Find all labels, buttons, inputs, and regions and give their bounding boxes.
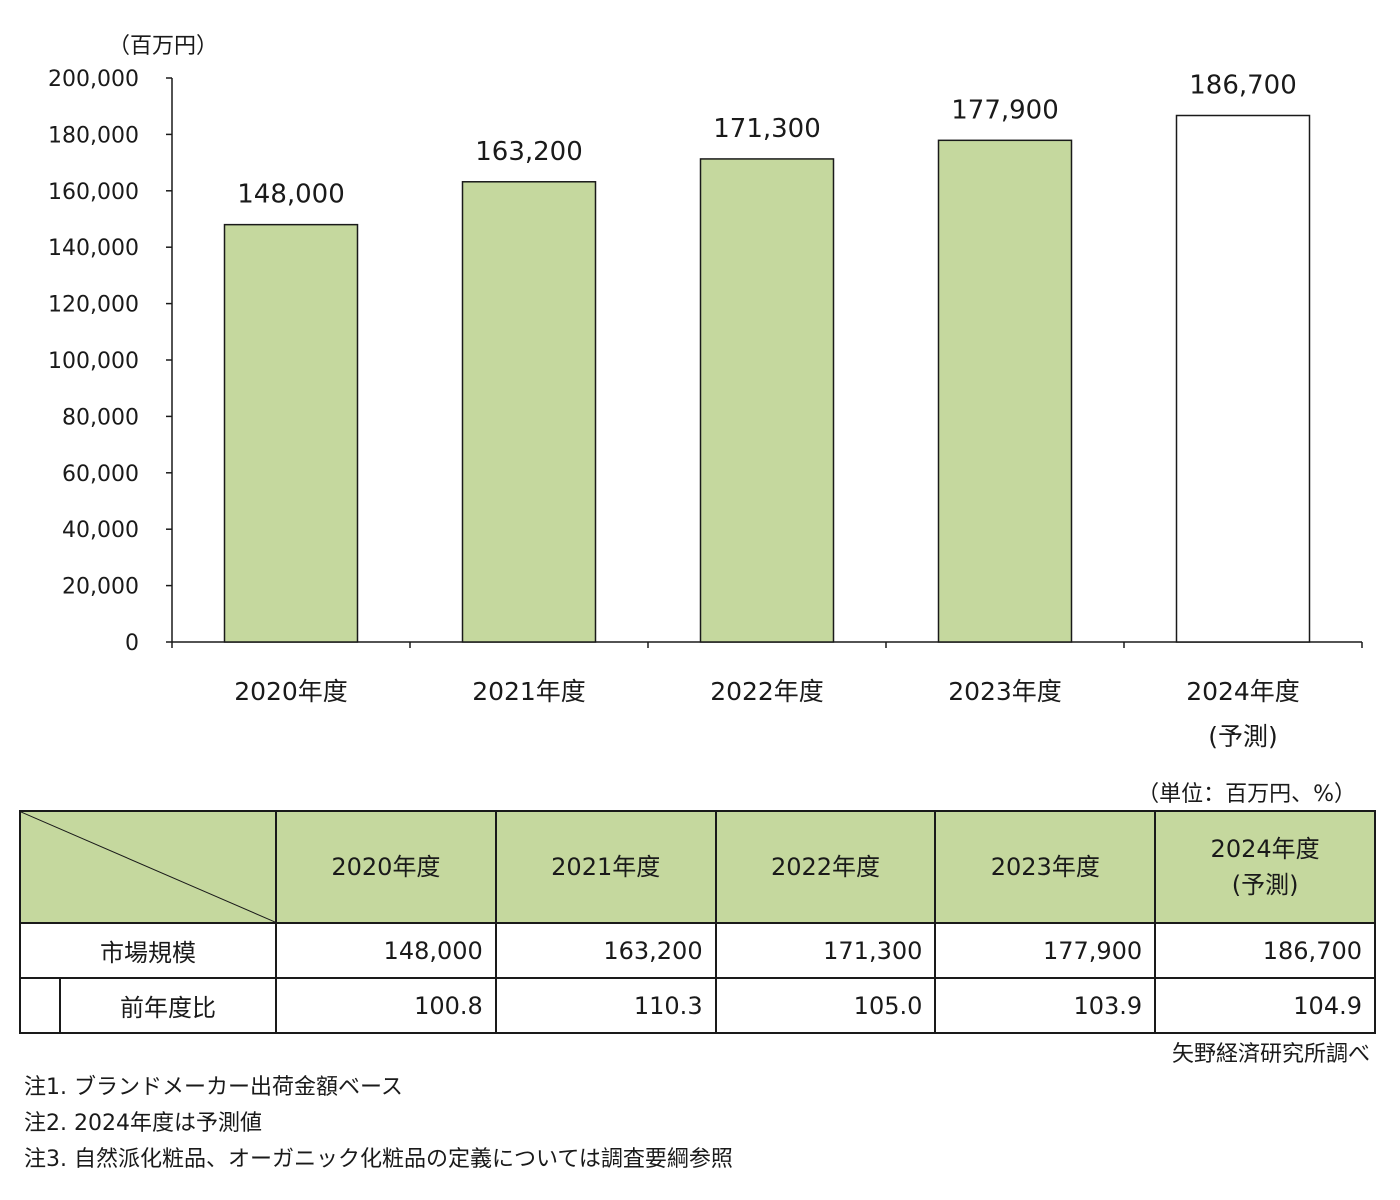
bar-value-label: 186,700	[1189, 71, 1297, 101]
yoy-cell: 104.9	[1154, 977, 1376, 1034]
bar	[699, 158, 835, 643]
bar-chart: （百万円） 0 20,000 40,000 60,000 80,000 100,000 12…	[48, 34, 1363, 751]
y-tick-label: 180,000	[48, 123, 139, 148]
y-tick-label: 120,000	[48, 293, 139, 318]
footnote-3: 注3. 自然派化粧品、オーガニック化粧品の定義については調査要綱参照	[24, 1147, 733, 1172]
bar-value-label: 163,200	[475, 137, 583, 167]
yoy-cell: 105.0	[714, 977, 937, 1034]
y-axis-unit: （百万円）	[108, 34, 218, 59]
row-label-market-size: 市場規模	[19, 922, 277, 979]
table-header-row: 2020年度 2021年度 2022年度 2023年度 2024年度 (予測)	[19, 810, 1376, 924]
y-tick-label: 160,000	[48, 180, 139, 205]
y-tick-label: 200,000	[48, 67, 139, 92]
table-unit-note: （単位：百万円、%）	[1137, 782, 1356, 807]
table-header-2024-sub: (予測)	[1231, 871, 1299, 899]
x-category-label: 2022年度	[710, 677, 824, 706]
table-header-2020: 2020年度	[275, 810, 497, 924]
table-corner-cell	[19, 810, 277, 924]
footnotes: 注1. ブランドメーカー出荷金額ベース 注2. 2024年度は予測値 注3. 自…	[24, 1070, 733, 1178]
y-tick-label: 0	[125, 631, 139, 656]
source-note: 矢野経済研究所調べ	[1171, 1042, 1370, 1067]
x-category-label: 2023年度	[948, 677, 1062, 706]
row-indent-spacer	[19, 977, 61, 1034]
table-header-2023: 2023年度	[934, 810, 1157, 924]
y-tick-label: 60,000	[62, 462, 139, 487]
corner-diagonal	[21, 812, 275, 922]
bar-value-label: 177,900	[951, 95, 1059, 125]
table-header-2022: 2022年度	[714, 810, 937, 924]
bar	[461, 181, 597, 643]
market-size-cell: 177,900	[934, 922, 1157, 979]
x-category-label: 2020年度	[234, 677, 348, 706]
y-tick-label: 140,000	[48, 236, 139, 261]
market-size-cell: 163,200	[494, 922, 717, 979]
yoy-cell: 110.3	[494, 977, 717, 1034]
bar-value-label: 148,000	[237, 180, 345, 210]
x-category-label: 2021年度	[472, 677, 586, 706]
bar	[937, 139, 1073, 643]
yoy-cell: 103.9	[934, 977, 1157, 1034]
bar	[223, 223, 359, 643]
market-size-cell: 186,700	[1154, 922, 1376, 979]
row-label-yoy: 前年度比	[59, 977, 277, 1034]
table-header-2024: 2024年度 (予測)	[1154, 810, 1376, 924]
table-header-2021: 2021年度	[494, 810, 717, 924]
table-row-yoy: 前年度比 100.8 110.3 105.0 103.9 104.9	[19, 977, 1376, 1034]
market-size-cell: 148,000	[275, 922, 497, 979]
y-tick-label: 100,000	[48, 349, 139, 374]
table-row-market-size: 市場規模 148,000 163,200 171,300 177,900 186…	[19, 922, 1376, 979]
footnote-2: 注2. 2024年度は予測値	[24, 1111, 262, 1136]
x-category-sublabel: (予測)	[1208, 722, 1278, 751]
y-tick-label: 40,000	[62, 518, 139, 543]
y-tick-label: 20,000	[62, 575, 139, 600]
market-size-cell: 171,300	[714, 922, 937, 979]
y-tick-label: 80,000	[62, 405, 139, 430]
yoy-cell: 100.8	[275, 977, 497, 1034]
bar-value-label: 171,300	[713, 114, 821, 144]
bar	[1175, 114, 1311, 643]
footnote-1: 注1. ブランドメーカー出荷金額ベース	[24, 1075, 403, 1100]
x-category-label: 2024年度	[1186, 677, 1300, 706]
data-table: 2020年度 2021年度 2022年度 2023年度 2024年度 (予測) 市…	[19, 810, 1376, 1034]
